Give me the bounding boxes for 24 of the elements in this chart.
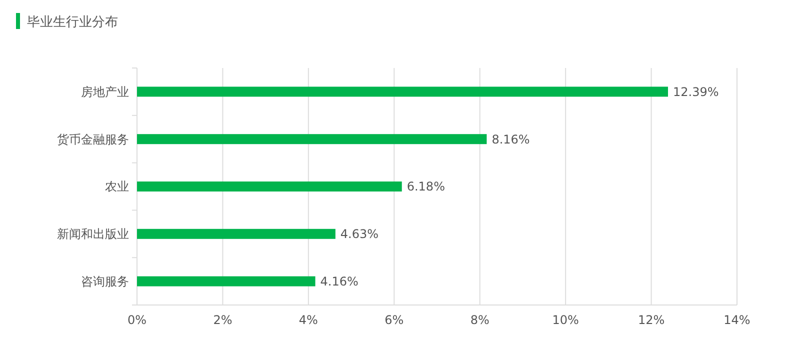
bar: [137, 228, 336, 239]
data-label: 4.16%: [320, 274, 358, 288]
bar: [137, 134, 487, 144]
y-tick-label: 新闻和出版业: [57, 227, 129, 242]
y-tick-label: 咨询服务: [81, 274, 129, 288]
x-tick-label: 0%: [127, 313, 147, 327]
x-tick-label: 14%: [724, 313, 750, 327]
x-tick-label: 6%: [384, 313, 404, 327]
data-label: 4.63%: [340, 227, 379, 242]
data-label: 12.39%: [673, 84, 719, 99]
y-tick-label: 货币金融服务: [57, 132, 129, 146]
data-label: 6.18%: [406, 180, 445, 194]
bar: [137, 86, 668, 97]
bar: [137, 276, 316, 286]
x-tick-label: 2%: [213, 313, 232, 327]
y-tick-label: 农业: [105, 180, 129, 194]
x-tick-label: 10%: [552, 313, 579, 327]
bar: [137, 182, 402, 192]
data-label: 8.16%: [492, 132, 530, 146]
x-tick-label: 8%: [470, 313, 490, 327]
chart-title: 毕业生行业分布: [27, 15, 118, 30]
y-tick-label: 房地产业: [81, 84, 129, 99]
x-tick-label: 4%: [298, 313, 318, 327]
x-tick-label: 12%: [638, 313, 665, 327]
